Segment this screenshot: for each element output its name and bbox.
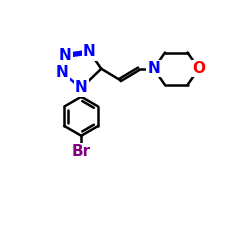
Text: N: N — [59, 48, 72, 63]
Text: Br: Br — [72, 144, 91, 160]
Text: N: N — [56, 65, 68, 80]
Text: N: N — [148, 61, 160, 76]
Text: O: O — [192, 61, 205, 76]
Text: N: N — [75, 80, 88, 96]
Text: N: N — [83, 44, 96, 60]
